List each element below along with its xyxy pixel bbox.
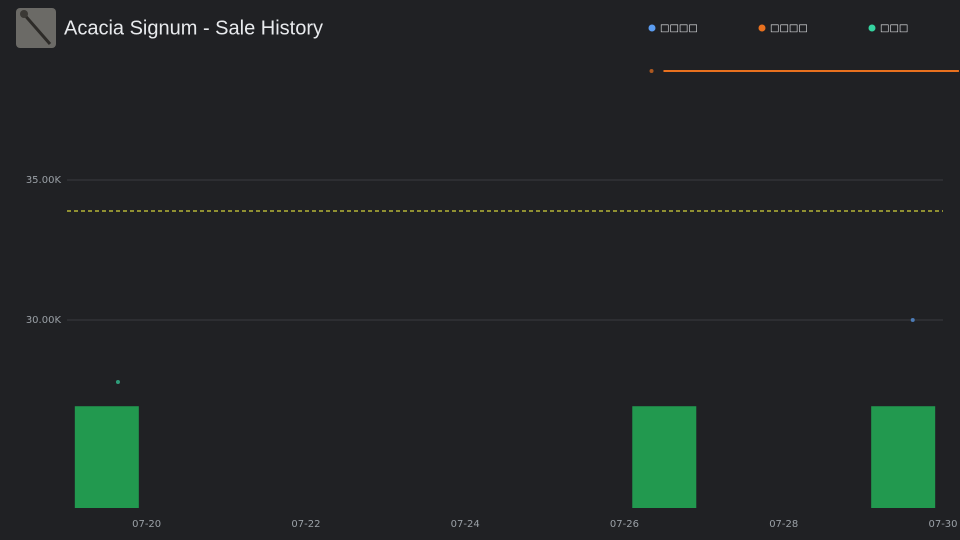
- legend-swatch: [648, 24, 656, 32]
- x-tick-label: 07-20: [132, 519, 161, 530]
- x-tick-label: 07-30: [928, 519, 957, 530]
- legend-label: □□□: [880, 23, 908, 34]
- y-tick-label: 30.00K: [26, 315, 62, 326]
- legend-label: □□□□: [660, 23, 698, 34]
- x-tick-label: 07-24: [451, 519, 480, 530]
- chart-title: Acacia Signum - Sale History: [64, 17, 323, 39]
- data-point: [115, 379, 120, 384]
- y-tick-label: 35.00K: [26, 175, 62, 186]
- legend-swatch: [868, 24, 876, 32]
- x-tick-label: 07-28: [769, 519, 798, 530]
- x-tick-label: 07-22: [291, 519, 320, 530]
- legend-swatch: [758, 24, 766, 32]
- legend-label: □□□□: [770, 23, 808, 34]
- data-point: [649, 69, 654, 74]
- volume-bar: [632, 406, 697, 508]
- volume-bar: [871, 406, 936, 508]
- item-icon: [16, 8, 56, 48]
- volume-bar: [74, 406, 139, 508]
- data-point: [910, 318, 915, 323]
- x-tick-label: 07-26: [610, 519, 639, 530]
